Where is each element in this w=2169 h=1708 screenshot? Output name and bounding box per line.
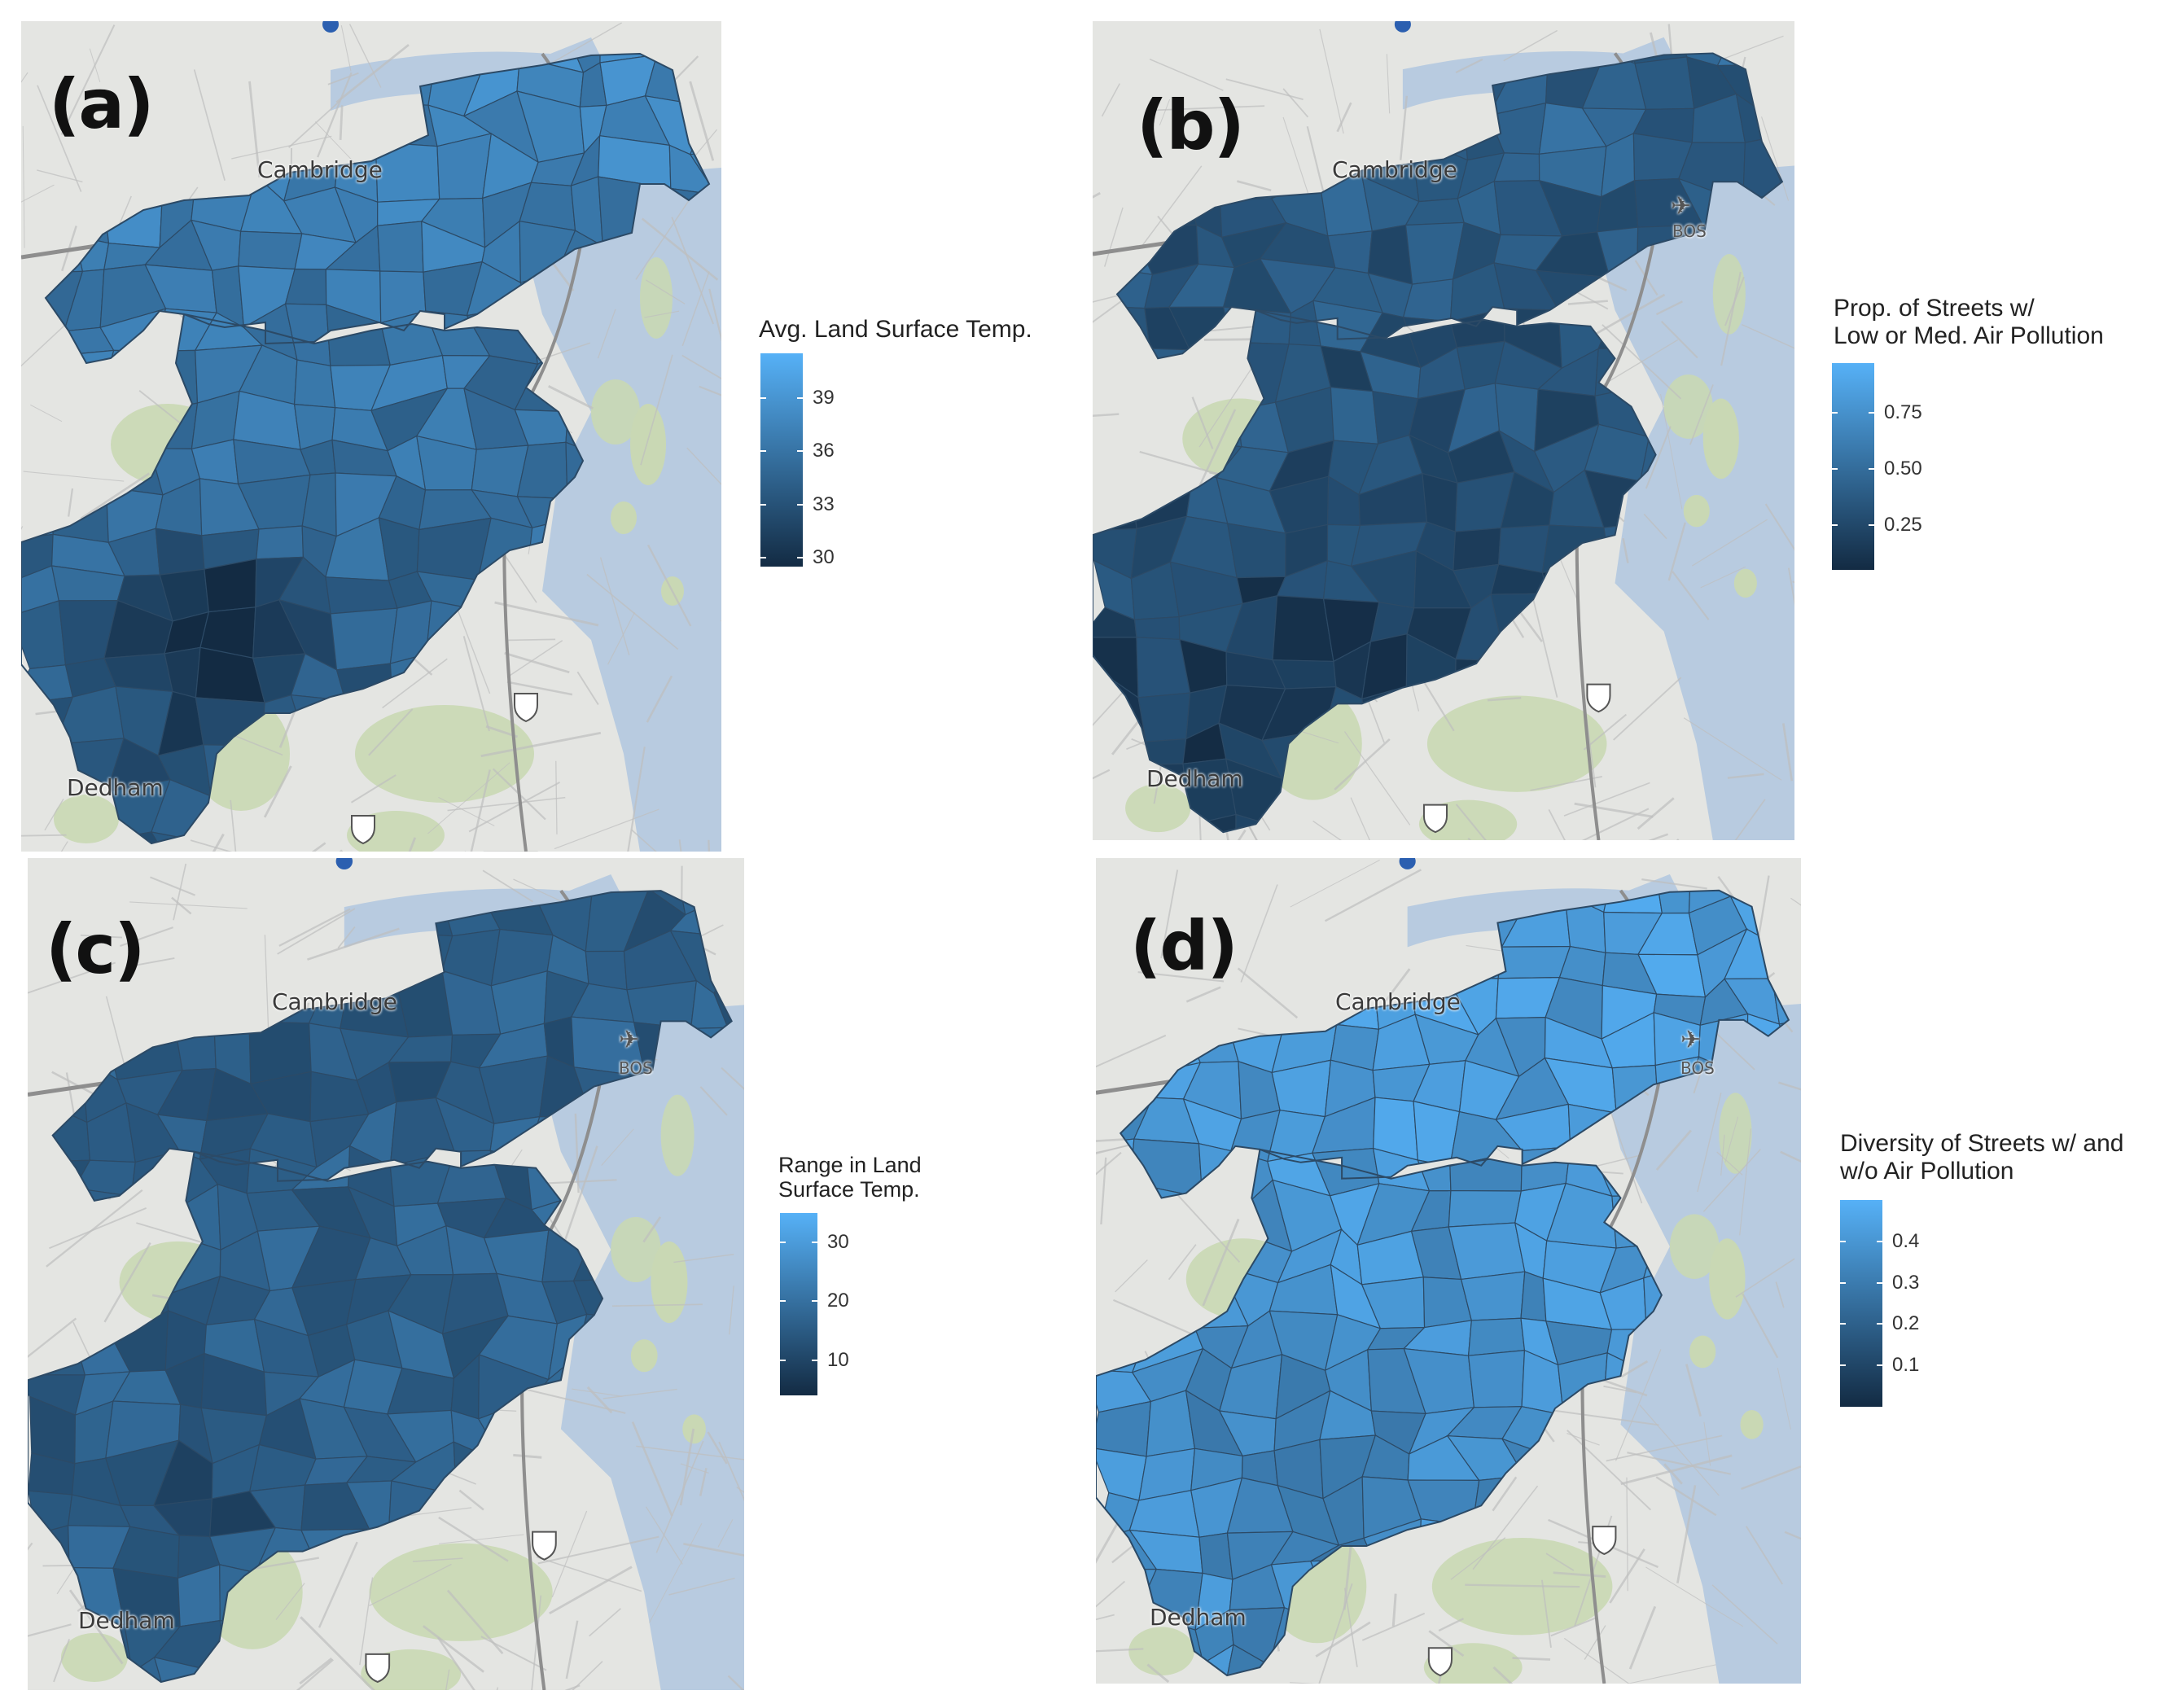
legend-tick-mark [812,1359,817,1361]
legend-tick-label: 0.25 [1884,513,1922,536]
legend-tick-mark [780,1300,786,1303]
place-label-dedham: Dedham [1150,1604,1247,1631]
legend-tick-mark [812,1300,817,1303]
airplane-icon: ✈ [1671,192,1692,221]
legend-title-line: Surface Temp. [778,1177,920,1202]
legend-tick-mark [1869,523,1874,526]
panel-label-a: (a) [49,64,154,144]
legend-tick-label: 33 [813,493,835,515]
legend-tick-mark [1832,523,1838,526]
legend-tick-mark [812,1242,817,1244]
legend-tick-mark [1832,411,1838,414]
legend-tick-mark [1840,1323,1846,1325]
legend-tick-mark [760,557,766,559]
airplane-icon: ✈ [1680,1026,1702,1054]
place-label-cambridge: Cambridge [257,156,383,183]
legend-title-c: Range in Land Surface Temp. [778,1153,922,1202]
legend-d: Diversity of Streets w/ and w/o Air Poll… [1835,1130,2169,1423]
choropleth-map-c [28,858,744,1690]
legend-tick-mark [1832,467,1838,470]
place-label-airport: BOS [1672,221,1707,241]
place-label-cambridge: Cambridge [1332,156,1457,183]
airplane-icon: ✈ [619,1026,640,1054]
legend-tick-mark [760,503,766,506]
legend-tick-label: 39 [813,386,835,409]
legend-tick-mark [1877,1240,1882,1242]
map-panel-b: (b) Cambridge Dedham BOS ✈ [1093,21,1794,840]
legend-title-line: Diversity of Streets w/ and [1840,1130,2124,1157]
legend-colorbar-b [1832,363,1874,570]
choropleth-map-b [1093,21,1794,840]
legend-tick-label: 0.4 [1892,1229,1920,1252]
legend-tick-mark [1840,1364,1846,1367]
legend-title-a: Avg. Land Surface Temp. [759,316,1032,344]
place-label-dedham: Dedham [78,1607,175,1634]
legend-title-line: Low or Med. Air Pollution [1834,322,2104,349]
legend-tick-mark [760,450,766,453]
legend-title-b: Prop. of Streets w/ Low or Med. Air Poll… [1834,295,2104,349]
panel-label-c: (c) [46,909,146,989]
legend-tick-mark [797,557,803,559]
legend-title-d: Diversity of Streets w/ and w/o Air Poll… [1840,1130,2123,1185]
legend-tick-label: 36 [813,440,835,462]
legend-tick-label: 10 [827,1348,849,1371]
legend-tick-label: 0.75 [1884,401,1922,423]
legend-tick-mark [780,1242,786,1244]
legend-tick-mark [1869,467,1874,470]
choropleth-map-d [1096,858,1801,1684]
legend-tick-mark [1840,1281,1846,1284]
legend-tick-mark [1869,411,1874,414]
map-panel-a: (a) Cambridge Dedham [21,21,721,852]
place-label-airport: BOS [1680,1058,1715,1078]
legend-title-line: Range in Land [778,1153,922,1177]
map-panel-d: (d) Cambridge Dedham BOS ✈ [1096,858,1801,1684]
legend-tick-mark [780,1359,786,1361]
legend-tick-label: 30 [813,546,835,569]
legend-tick-label: 0.3 [1892,1271,1920,1294]
panel-label-d: (d) [1130,906,1238,986]
legend-tick-mark [797,450,803,453]
legend-colorbar-d [1840,1200,1882,1407]
legend-tick-mark [760,396,766,399]
legend-title-line: Avg. Land Surface Temp. [759,316,1032,343]
place-label-airport: BOS [619,1058,653,1078]
place-label-dedham: Dedham [67,774,164,801]
legend-c: Range in Land Surface Temp. 30 20 10 [777,1150,1021,1410]
legend-b: Prop. of Streets w/ Low or Med. Air Poll… [1829,293,2162,586]
legend-title-line: Prop. of Streets w/ [1834,295,2035,322]
legend-tick-label: 30 [827,1231,849,1254]
legend-tick-label: 20 [827,1290,849,1312]
legend-tick-mark [1877,1281,1882,1284]
panel-label-b: (b) [1137,85,1245,165]
legend-tick-label: 0.2 [1892,1312,1920,1335]
legend-tick-mark [797,396,803,399]
legend-tick-mark [1877,1323,1882,1325]
legend-a: Avg. Land Surface Temp. 39 36 33 30 [757,309,1099,586]
legend-title-line: w/o Air Pollution [1840,1157,2014,1185]
place-label-cambridge: Cambridge [272,988,397,1015]
map-panel-c: (c) Cambridge Dedham BOS ✈ [28,858,744,1690]
legend-tick-mark [1840,1240,1846,1242]
legend-tick-label: 0.50 [1884,457,1922,480]
legend-tick-label: 0.1 [1892,1354,1920,1377]
place-label-cambridge: Cambridge [1335,988,1461,1015]
legend-colorbar-c [780,1213,817,1395]
legend-tick-mark [797,503,803,506]
legend-tick-mark [1877,1364,1882,1367]
place-label-dedham: Dedham [1146,765,1243,792]
legend-colorbar-a [760,353,803,567]
choropleth-map-a [21,21,721,852]
